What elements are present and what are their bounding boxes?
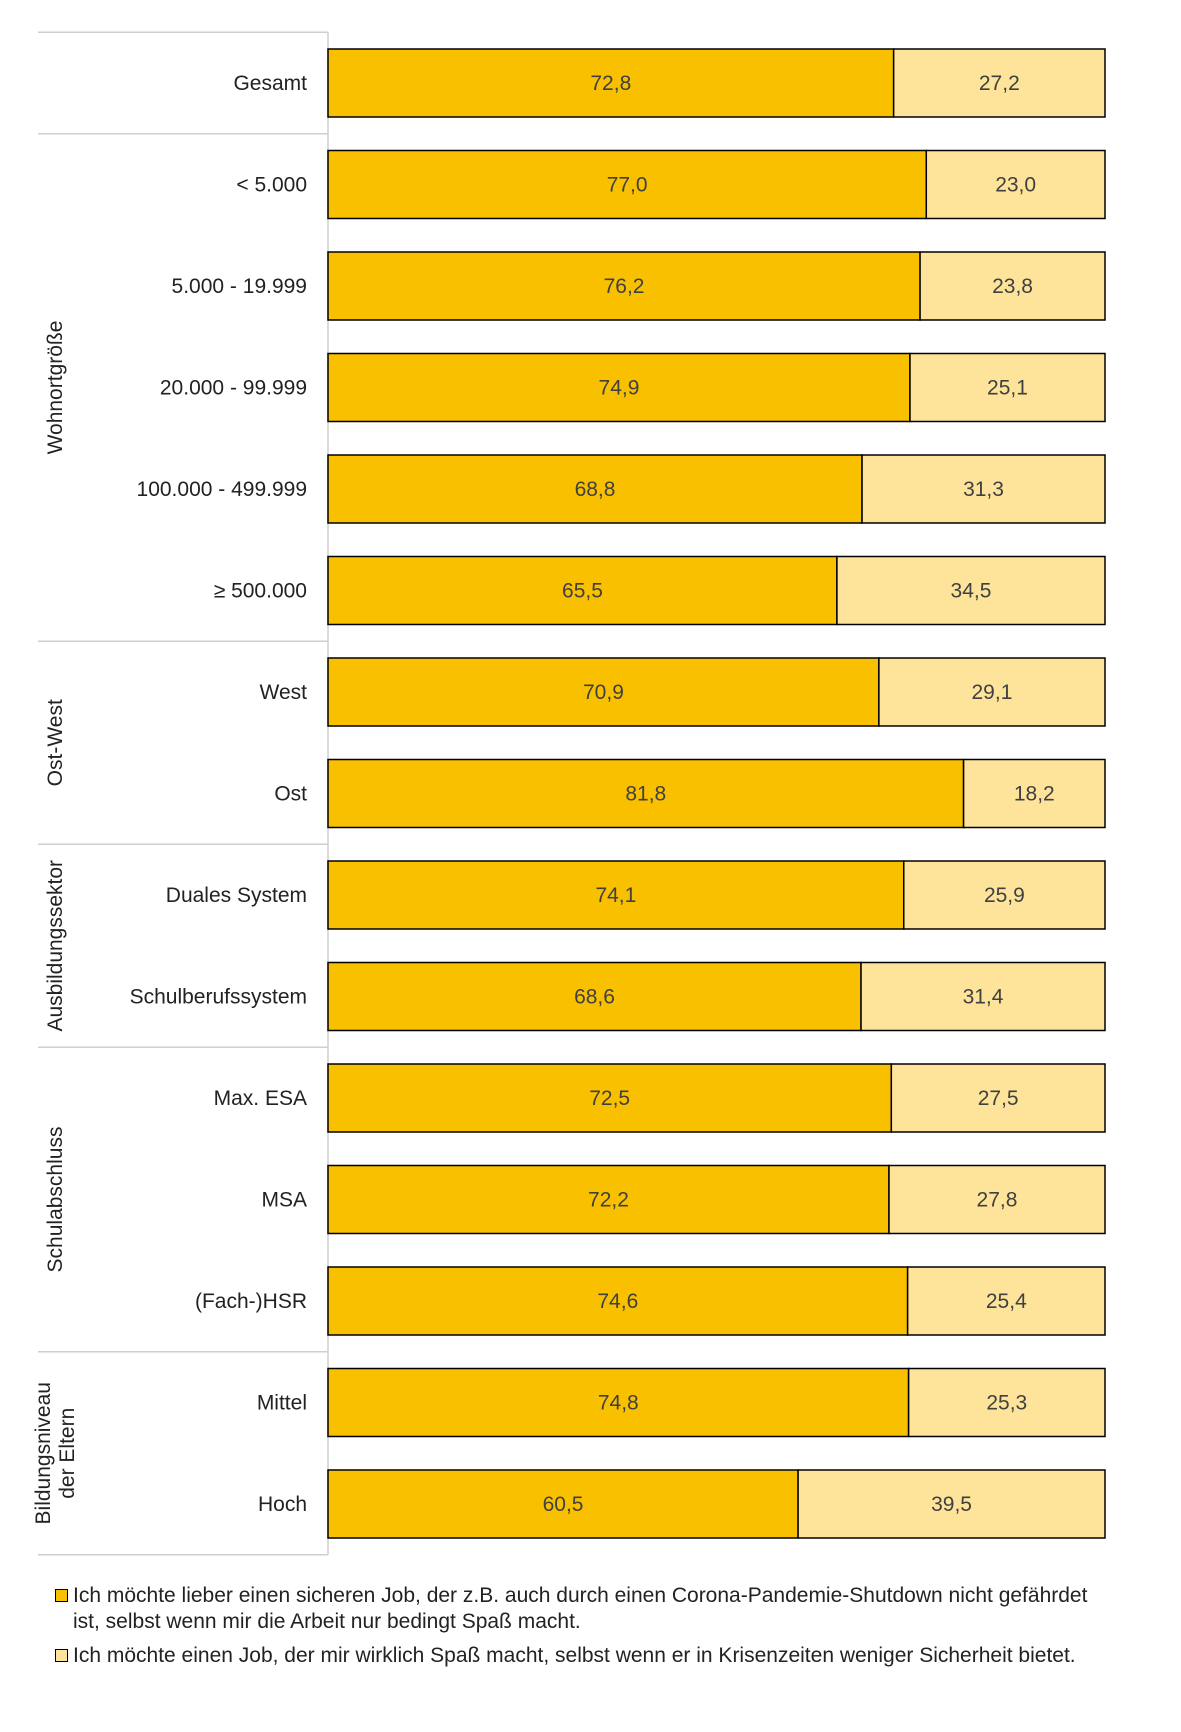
category-label-west: West — [260, 681, 308, 704]
bar-secure-job-max-esa — [327, 1063, 893, 1133]
category-label-100-000-499-999: 100.000 - 499.999 — [137, 478, 307, 501]
data-label-fun-job-gesamt: 27,2 — [979, 72, 1020, 95]
data-label-secure-job-fach-hsr: 74,6 — [597, 1290, 638, 1313]
bar-fun-job-schulberufssystem — [860, 961, 1106, 1032]
data-label-secure-job-20-000-99-999: 74,9 — [599, 377, 640, 400]
group-label-ost-west: Ost-West — [44, 699, 67, 786]
data-label-secure-job-500-000: 65,5 — [562, 580, 603, 603]
data-label-secure-job-duales-system: 74,1 — [595, 884, 636, 907]
bar-secure-job-duales-system — [327, 860, 905, 930]
category-label-schulberufssystem: Schulberufssystem — [130, 986, 307, 1009]
bar-secure-job-hoch — [327, 1469, 799, 1539]
data-label-secure-job-100-000-499-999: 68,8 — [575, 478, 616, 501]
category-label-duales-system: Duales System — [166, 884, 307, 907]
bar-secure-job-gesamt — [327, 48, 895, 118]
bar-secure-job-msa — [327, 1164, 890, 1235]
legend-label-fun-job: Ich möchte einen Job, der mir wirklich S… — [73, 1644, 1076, 1667]
legend-label-secure-job: Ich möchte lieber einen sicheren Job, de… — [73, 1584, 1088, 1633]
bar-secure-job-schulberufssystem — [327, 961, 862, 1032]
data-label-fun-job-max-esa: 27,5 — [978, 1087, 1019, 1110]
data-label-fun-job-msa: 27,8 — [977, 1189, 1018, 1212]
data-label-fun-job-5-000: 23,0 — [995, 174, 1036, 197]
bar-fun-job-west — [878, 657, 1106, 727]
group-label-line: Schulabschluss — [44, 1127, 67, 1273]
bar-fun-job-ost — [962, 758, 1106, 829]
category-label-500-000: ≥ 500.000 — [214, 580, 307, 603]
legend-swatch-fun-job — [55, 1649, 68, 1662]
bar-secure-job-500-000 — [327, 555, 838, 626]
legend-item-fun-job: Ich möchte einen Job, der mir wirklich S… — [55, 1643, 1115, 1669]
bar-secure-job-west — [327, 657, 880, 727]
legend: Ich möchte lieber einen sicheren Job, de… — [55, 1583, 1115, 1669]
category-label-5-000: < 5.000 — [236, 174, 307, 197]
data-label-fun-job-fach-hsr: 25,4 — [986, 1290, 1027, 1313]
data-label-fun-job-duales-system: 25,9 — [984, 884, 1025, 907]
data-label-secure-job-max-esa: 72,5 — [589, 1087, 630, 1110]
group-label-line: Wohnortgröße — [44, 321, 67, 455]
data-label-secure-job-5-000-19-999: 76,2 — [604, 275, 645, 298]
category-label-5-000-19-999: 5.000 - 19.999 — [172, 275, 307, 298]
bar-fun-job-100-000-499-999 — [861, 454, 1106, 524]
bar-secure-job-ost — [327, 758, 965, 829]
data-label-secure-job-ost: 81,8 — [625, 783, 666, 806]
bar-fun-job-hoch — [797, 1469, 1106, 1539]
bar-fun-job-gesamt — [892, 48, 1106, 118]
bar-secure-job-100-000-499-999 — [327, 454, 863, 524]
data-label-fun-job-west: 29,1 — [972, 681, 1013, 704]
data-label-fun-job-5-000-19-999: 23,8 — [992, 275, 1033, 298]
group-label-wohnortgröße: Wohnortgröße — [44, 321, 67, 455]
data-label-secure-job-gesamt: 72,8 — [590, 72, 631, 95]
data-label-fun-job-500-000: 34,5 — [951, 580, 992, 603]
bar-fun-job-duales-system — [903, 860, 1106, 930]
data-label-secure-job-schulberufssystem: 68,6 — [574, 986, 615, 1009]
category-label-mittel: Mittel — [257, 1392, 307, 1415]
data-label-secure-job-hoch: 60,5 — [543, 1493, 584, 1516]
group-label-schulabschluss: Schulabschluss — [44, 1127, 67, 1273]
bar-secure-job-fach-hsr — [327, 1266, 909, 1336]
data-label-fun-job-mittel: 25,3 — [986, 1392, 1027, 1415]
category-label-ost: Ost — [274, 783, 307, 806]
bar-fun-job-500-000 — [836, 555, 1106, 626]
category-label-fach-hsr: (Fach-)HSR — [195, 1290, 307, 1313]
data-label-fun-job-100-000-499-999: 31,3 — [963, 478, 1004, 501]
bar-fun-job-5-000-19-999 — [919, 251, 1106, 321]
category-label-20-000-99-999: 20.000 - 99.999 — [160, 377, 307, 400]
bar-fun-job-msa — [888, 1164, 1106, 1235]
data-label-secure-job-west: 70,9 — [583, 681, 624, 704]
data-label-secure-job-msa: 72,2 — [588, 1189, 629, 1212]
bar-secure-job-mittel — [327, 1367, 910, 1438]
data-label-secure-job-5-000: 77,0 — [607, 174, 648, 197]
bar-secure-job-20-000-99-999 — [327, 352, 911, 423]
bar-fun-job-5-000 — [925, 149, 1106, 220]
data-label-fun-job-20-000-99-999: 25,1 — [987, 377, 1028, 400]
group-label-line: Ost-West — [44, 699, 67, 786]
group-label-line: Ausbildungssektor — [44, 860, 67, 1032]
group-label-line: der Eltern — [56, 1408, 79, 1499]
bar-fun-job-mittel — [907, 1367, 1106, 1438]
data-label-fun-job-schulberufssystem: 31,4 — [963, 986, 1004, 1009]
category-label-max-esa: Max. ESA — [214, 1087, 307, 1110]
bar-fun-job-max-esa — [890, 1063, 1106, 1133]
group-label-ausbildungssektor: Ausbildungssektor — [44, 860, 67, 1032]
group-label-line: Bildungsniveau — [32, 1382, 55, 1524]
legend-item-secure-job: Ich möchte lieber einen sicheren Job, de… — [55, 1583, 1115, 1635]
group-label-bildungsniveau-der-eltern: Bildungsniveauder Eltern — [32, 1382, 79, 1524]
data-label-secure-job-mittel: 74,8 — [598, 1392, 639, 1415]
data-label-fun-job-hoch: 39,5 — [931, 1493, 972, 1516]
category-label-gesamt: Gesamt — [233, 72, 307, 95]
category-label-msa: MSA — [261, 1189, 307, 1212]
data-label-fun-job-ost: 18,2 — [1014, 783, 1055, 806]
category-label-hoch: Hoch — [258, 1493, 307, 1516]
legend-swatch-secure-job — [55, 1589, 68, 1602]
bar-fun-job-20-000-99-999 — [909, 352, 1106, 423]
bar-fun-job-fach-hsr — [906, 1266, 1106, 1336]
